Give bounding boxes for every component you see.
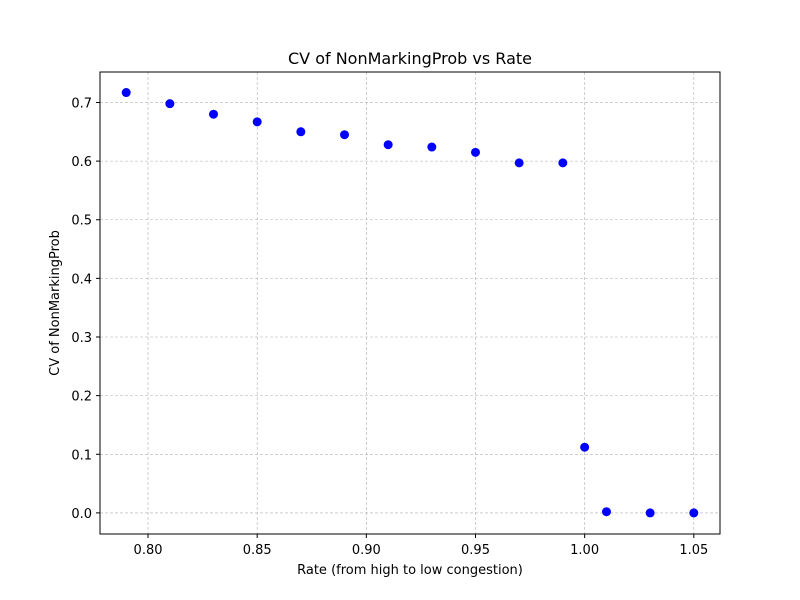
x-tick-label: 0.80 bbox=[134, 543, 163, 558]
data-point bbox=[252, 117, 262, 127]
data-point bbox=[645, 508, 655, 518]
data-point bbox=[383, 140, 393, 150]
y-tick-label: 0.1 bbox=[71, 448, 92, 463]
data-point bbox=[689, 508, 699, 518]
data-point bbox=[121, 88, 131, 98]
data-point bbox=[470, 147, 480, 157]
data-point bbox=[558, 158, 568, 168]
y-tick-label: 0.0 bbox=[71, 507, 92, 522]
data-point bbox=[296, 127, 306, 137]
grid-lines bbox=[100, 72, 720, 534]
x-tick-label: 0.95 bbox=[461, 543, 490, 558]
x-tick-label: 1.05 bbox=[679, 543, 708, 558]
x-tick-label: 0.85 bbox=[243, 543, 272, 558]
x-tick-label: 1.00 bbox=[570, 543, 599, 558]
chart-title: CV of NonMarkingProb vs Rate bbox=[288, 49, 532, 68]
data-point bbox=[340, 130, 350, 140]
y-axis-label: CV of NonMarkingProb bbox=[48, 230, 63, 376]
y-tick-label: 0.5 bbox=[71, 214, 92, 229]
data-point bbox=[580, 442, 590, 452]
y-tick-label: 0.6 bbox=[71, 155, 92, 170]
data-point bbox=[427, 142, 437, 152]
y-tick-label: 0.2 bbox=[71, 390, 92, 405]
data-point bbox=[209, 109, 219, 119]
y-tick-label: 0.3 bbox=[71, 331, 92, 346]
y-tick-label: 0.7 bbox=[71, 96, 92, 111]
x-tick-label: 0.90 bbox=[352, 543, 381, 558]
data-points bbox=[121, 88, 699, 518]
y-tick-label: 0.4 bbox=[71, 272, 92, 287]
x-axis-ticks: 0.80 0.85 0.90 0.95 1.00 1.05 bbox=[134, 534, 708, 558]
plot-area bbox=[99, 71, 721, 535]
data-point bbox=[514, 158, 524, 168]
x-axis-label: Rate (from high to low congestion) bbox=[297, 563, 523, 578]
y-axis-ticks: 0.0 0.1 0.2 0.3 0.4 0.5 0.6 0.7 bbox=[71, 96, 100, 522]
data-point bbox=[165, 99, 175, 109]
data-point bbox=[601, 507, 611, 517]
